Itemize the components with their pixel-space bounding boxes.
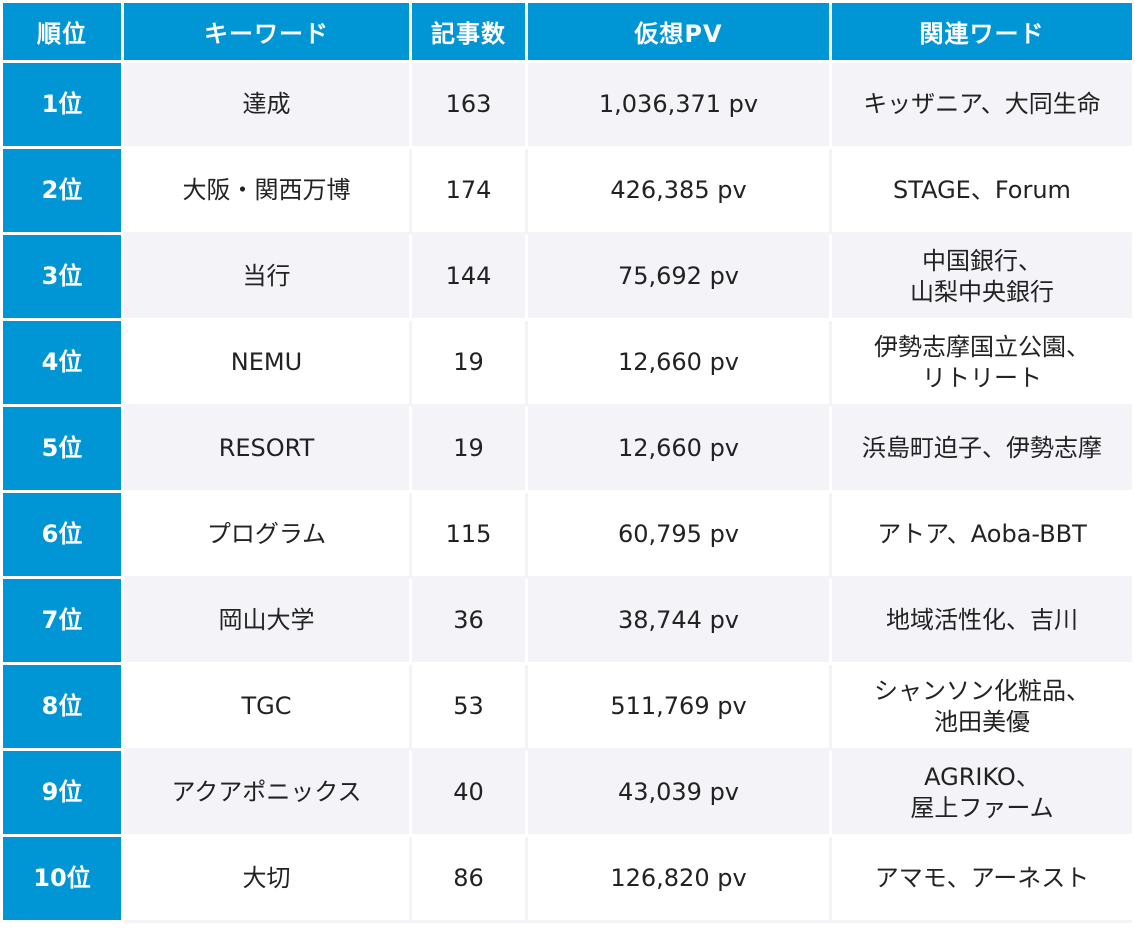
article-count-cell: 163 — [412, 63, 528, 149]
rank-cell: 7位 — [3, 579, 124, 665]
virtual-pv-cell: 43,039 pv — [528, 751, 832, 837]
rank-cell: 10位 — [3, 837, 124, 923]
header-rank: 順位 — [3, 3, 124, 63]
table-row: 6位 プログラム 115 60,795 pv アトア、Aoba-BBT — [3, 493, 1132, 579]
related-word-line: アトア、Aoba-BBT — [877, 520, 1087, 548]
rank-cell: 3位 — [3, 235, 124, 321]
related-word-line: 地域活性化、吉川 — [886, 606, 1078, 634]
related-word-line: キッザニア、大同生命 — [863, 90, 1101, 118]
virtual-pv-cell: 12,660 pv — [528, 407, 832, 493]
rank-cell: 4位 — [3, 321, 124, 407]
table-row: 3位 当行 144 75,692 pv 中国銀行、 山梨中央銀行 — [3, 235, 1132, 321]
article-count-cell: 19 — [412, 407, 528, 493]
related-word-line: 中国銀行、 — [922, 246, 1042, 275]
table-row: 4位 NEMU 19 12,660 pv 伊勢志摩国立公園、 リトリート — [3, 321, 1132, 407]
article-count-cell: 144 — [412, 235, 528, 321]
related-words-cell: 中国銀行、 山梨中央銀行 — [832, 235, 1132, 321]
rank-cell: 5位 — [3, 407, 124, 493]
related-word-line: STAGE、Forum — [893, 176, 1071, 204]
keyword-cell: プログラム — [124, 493, 412, 579]
related-words-cell: AGRIKO、 屋上ファーム — [832, 751, 1132, 837]
table-row: 7位 岡山大学 36 38,744 pv 地域活性化、吉川 — [3, 579, 1132, 665]
related-word-line: シャンソン化粧品、 — [874, 676, 1090, 705]
keyword-cell: 大切 — [124, 837, 412, 923]
virtual-pv-cell: 75,692 pv — [528, 235, 832, 321]
table-header: 順位 キーワード 記事数 仮想PV 関連ワード — [3, 3, 1132, 63]
related-word-line: AGRIKO、 — [924, 762, 1040, 791]
article-count-cell: 36 — [412, 579, 528, 665]
table-row: 9位 アクアポニックス 40 43,039 pv AGRIKO、 屋上ファーム — [3, 751, 1132, 837]
keyword-cell: 岡山大学 — [124, 579, 412, 665]
related-words-cell: アマモ、アーネスト — [832, 837, 1132, 923]
related-words-cell: 浜島町迫子、伊勢志摩 — [832, 407, 1132, 493]
related-word-line: 伊勢志摩国立公園、 — [874, 332, 1090, 361]
keyword-cell: TGC — [124, 665, 412, 751]
table-row: 10位 大切 86 126,820 pv アマモ、アーネスト — [3, 837, 1132, 923]
virtual-pv-cell: 12,660 pv — [528, 321, 832, 407]
keyword-cell: 当行 — [124, 235, 412, 321]
related-word-line: 山梨中央銀行 — [910, 277, 1054, 306]
virtual-pv-cell: 60,795 pv — [528, 493, 832, 579]
keyword-cell: 大阪・関西万博 — [124, 149, 412, 235]
virtual-pv-cell: 126,820 pv — [528, 837, 832, 923]
article-count-cell: 40 — [412, 751, 528, 837]
virtual-pv-cell: 511,769 pv — [528, 665, 832, 751]
table-body: 1位 達成 163 1,036,371 pv キッザニア、大同生命 2位 大阪・関西万博 17… — [3, 63, 1132, 923]
related-words-cell: 伊勢志摩国立公園、 リトリート — [832, 321, 1132, 407]
related-word-line: 屋上ファーム — [910, 793, 1054, 822]
virtual-pv-cell: 38,744 pv — [528, 579, 832, 665]
rank-cell: 1位 — [3, 63, 124, 149]
header-related-words: 関連ワード — [832, 3, 1132, 63]
table-row: 2位 大阪・関西万博 174 426,385 pv STAGE、Forum — [3, 149, 1132, 235]
keyword-ranking-table: 順位 キーワード 記事数 仮想PV 関連ワード 1位 達成 163 1,036,371… — [3, 3, 1132, 923]
virtual-pv-cell: 426,385 pv — [528, 149, 832, 235]
related-word-line: 池田美優 — [934, 707, 1030, 736]
table-row: 5位 RESORT 19 12,660 pv 浜島町迫子、伊勢志摩 — [3, 407, 1132, 493]
virtual-pv-cell: 1,036,371 pv — [528, 63, 832, 149]
header-keyword: キーワード — [124, 3, 412, 63]
article-count-cell: 174 — [412, 149, 528, 235]
related-word-line: リトリート — [922, 363, 1042, 392]
header-article-count: 記事数 — [412, 3, 528, 63]
keyword-cell: RESORT — [124, 407, 412, 493]
keyword-cell: アクアポニックス — [124, 751, 412, 837]
related-words-cell: シャンソン化粧品、 池田美優 — [832, 665, 1132, 751]
table-row: 1位 達成 163 1,036,371 pv キッザニア、大同生命 — [3, 63, 1132, 149]
related-words-cell: STAGE、Forum — [832, 149, 1132, 235]
article-count-cell: 115 — [412, 493, 528, 579]
keyword-cell: NEMU — [124, 321, 412, 407]
related-word-line: アマモ、アーネスト — [874, 864, 1090, 892]
header-virtual-pv: 仮想PV — [528, 3, 832, 63]
rank-cell: 9位 — [3, 751, 124, 837]
related-words-cell: アトア、Aoba-BBT — [832, 493, 1132, 579]
keyword-cell: 達成 — [124, 63, 412, 149]
related-words-cell: キッザニア、大同生命 — [832, 63, 1132, 149]
rank-cell: 2位 — [3, 149, 124, 235]
article-count-cell: 53 — [412, 665, 528, 751]
rank-cell: 8位 — [3, 665, 124, 751]
table-row: 8位 TGC 53 511,769 pv シャンソン化粧品、 池田美優 — [3, 665, 1132, 751]
related-word-line: 浜島町迫子、伊勢志摩 — [862, 434, 1102, 462]
related-words-cell: 地域活性化、吉川 — [832, 579, 1132, 665]
article-count-cell: 19 — [412, 321, 528, 407]
article-count-cell: 86 — [412, 837, 528, 923]
header-row: 順位 キーワード 記事数 仮想PV 関連ワード — [3, 3, 1132, 63]
rank-cell: 6位 — [3, 493, 124, 579]
